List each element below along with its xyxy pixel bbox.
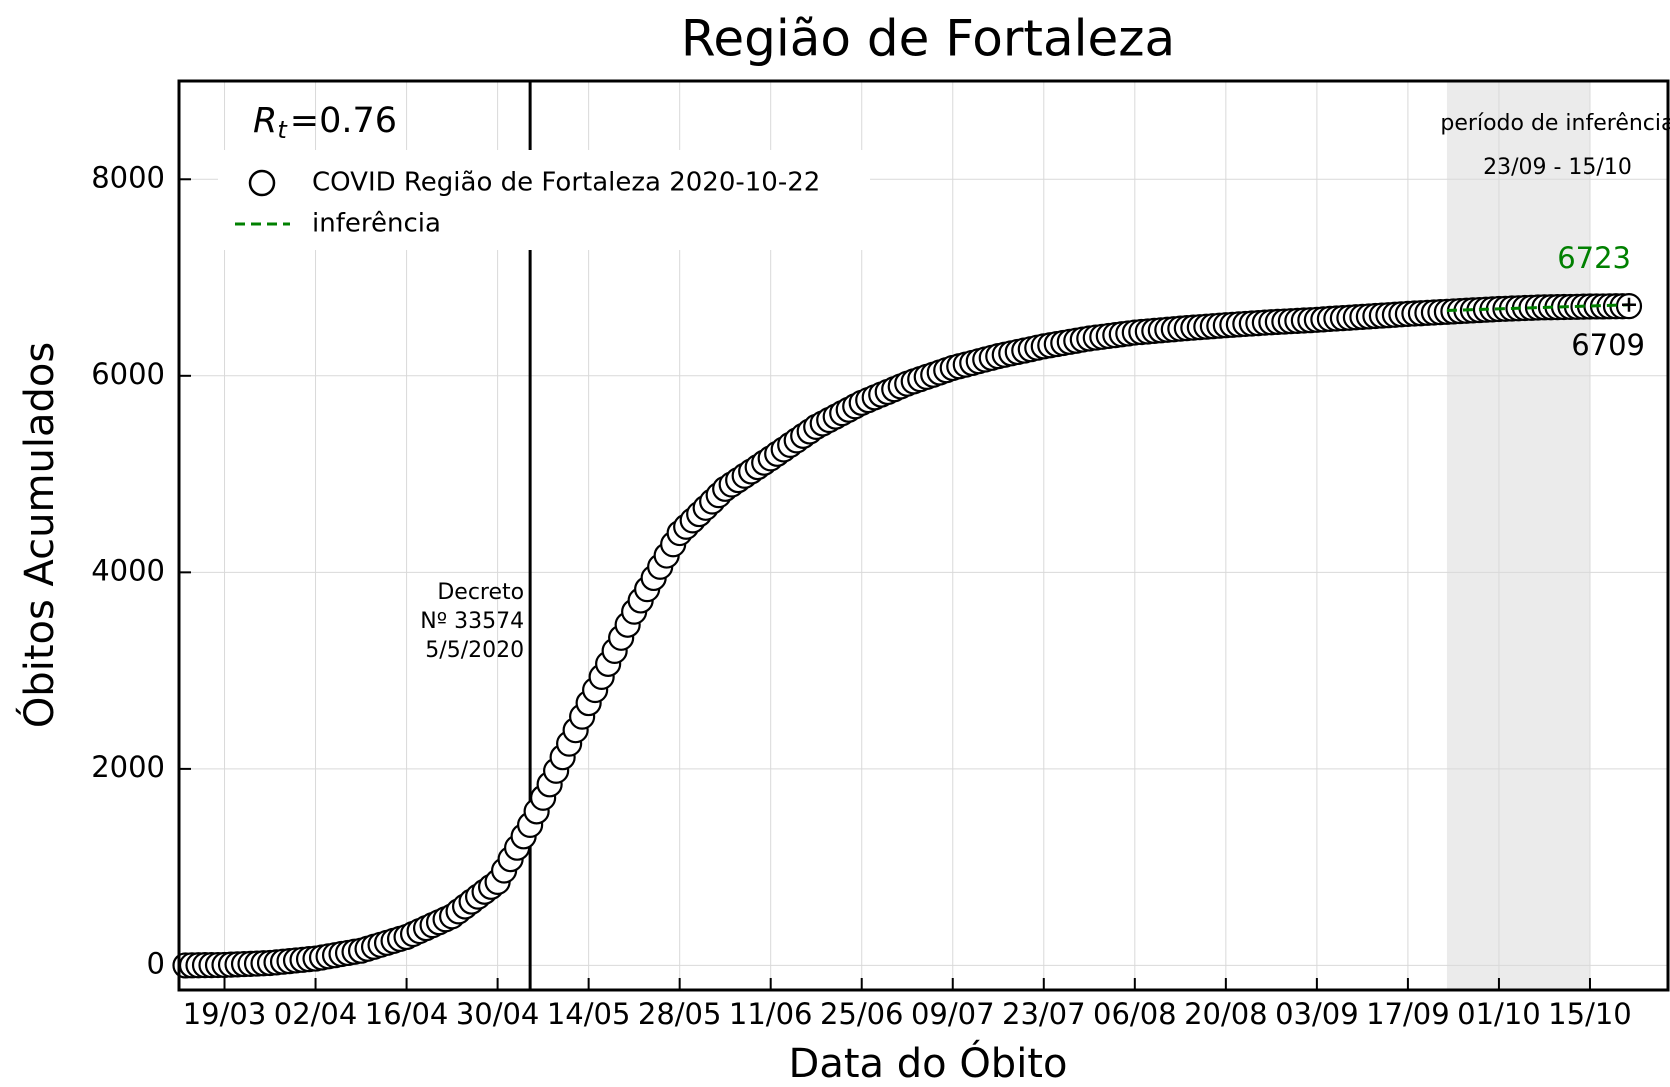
rt-part: = (290, 101, 319, 141)
y-tick-label: 0 (147, 946, 165, 980)
x-tick-label: 11/06 (729, 997, 813, 1031)
x-tick-label: 16/04 (365, 997, 449, 1031)
inference-line (1446, 303, 1630, 312)
last-value-label: 6709 (1571, 328, 1645, 362)
y-tick-label: 2000 (91, 750, 165, 784)
x-tick-label: 20/08 (1184, 997, 1268, 1031)
x-tick-label: 01/10 (1457, 997, 1541, 1031)
inference-range-label: 23/09 - 15/10 (1483, 155, 1632, 180)
inference-period (1446, 81, 1590, 990)
inference-value-label: 6723 (1557, 241, 1631, 275)
legend-label: COVID Região de Fortaleza 2020-10-22 (312, 168, 820, 198)
y-axis-label: Óbitos Acumulados (15, 342, 63, 728)
x-tick-label: 15/10 (1548, 997, 1632, 1031)
legend-background (218, 150, 870, 250)
inference-end-marker (1621, 297, 1636, 312)
x-tick-label: 03/09 (1275, 997, 1359, 1031)
inference-label: período de inferência (1440, 111, 1670, 136)
rt-annotation: Rt=0.76 (253, 101, 397, 144)
x-tick-label: 28/05 (638, 997, 722, 1031)
x-tick-label: 02/04 (274, 997, 358, 1031)
y-tick-label: 8000 (91, 160, 165, 194)
legend-swatch (248, 169, 276, 197)
x-tick-label: 25/06 (820, 997, 904, 1031)
y-tick-label: 4000 (91, 553, 165, 587)
x-tick-label: 30/04 (456, 997, 540, 1031)
x-tick-label: 19/03 (183, 997, 267, 1031)
decree-annotation: Decreto (437, 580, 524, 605)
y-tick-label: 6000 (91, 357, 165, 391)
legend-label: inferência (312, 209, 441, 239)
chart-title: Região de Fortaleza (681, 10, 1175, 68)
x-axis-label: Data do Óbito (789, 1039, 1068, 1087)
x-tick-label: 17/09 (1366, 997, 1450, 1031)
x-tick-label: 14/05 (547, 997, 631, 1031)
rt-part: 0.76 (319, 101, 397, 141)
x-tick-label: 09/07 (911, 997, 995, 1031)
plot-frame (177, 79, 1670, 992)
decree-annotation: 5/5/2020 (425, 638, 524, 663)
x-tick-label: 23/07 (1002, 997, 1086, 1031)
decree-annotation: Nº 33574 (420, 609, 524, 634)
rt-part: t (277, 116, 288, 144)
rt-part: R (253, 101, 277, 141)
x-tick-label: 06/08 (1093, 997, 1177, 1031)
